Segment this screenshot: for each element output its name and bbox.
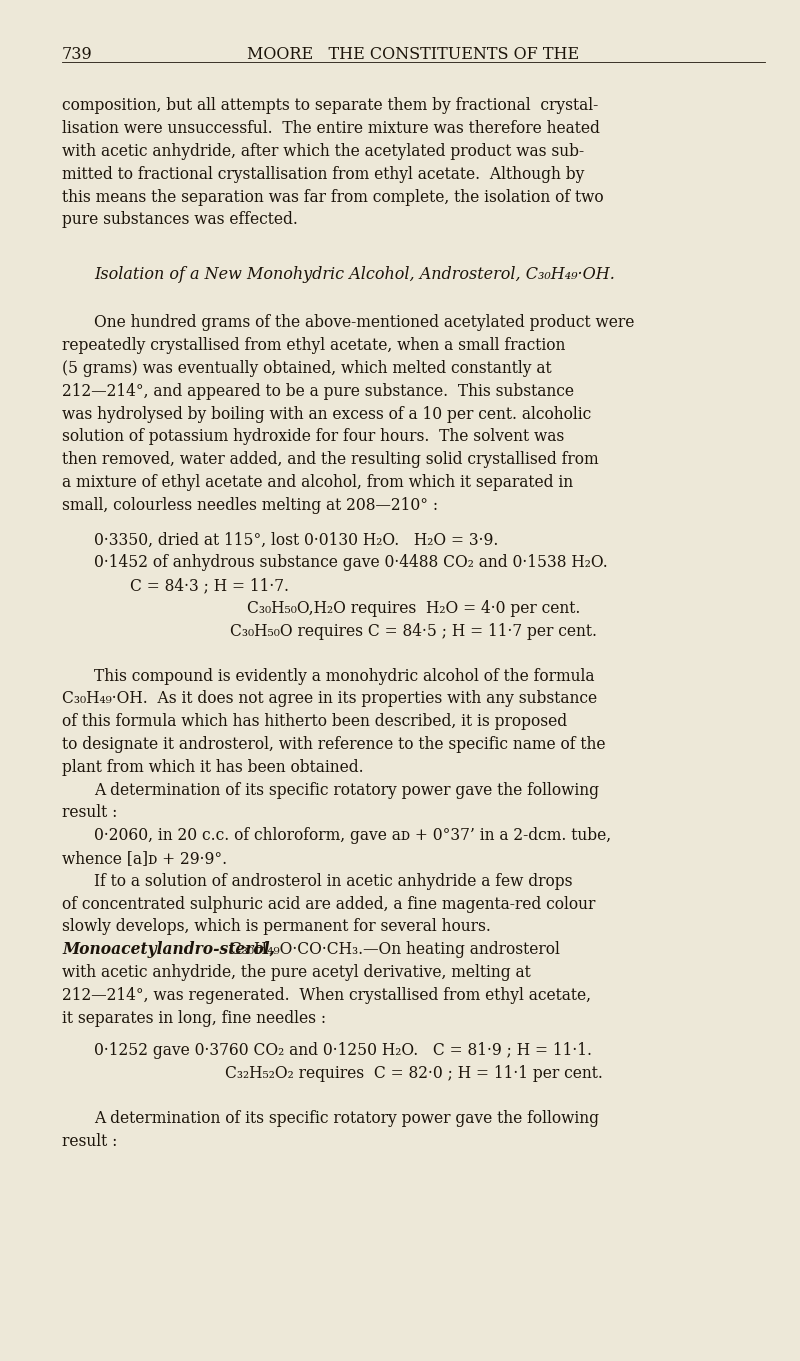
Text: with acetic anhydride, after which the acetylated product was sub-: with acetic anhydride, after which the a… xyxy=(62,143,584,161)
Text: One hundred grams of the above-mentioned acetylated product were: One hundred grams of the above-mentioned… xyxy=(94,314,634,331)
Text: 739: 739 xyxy=(62,46,93,63)
Text: a mixture of ethyl acetate and alcohol, from which it separated in: a mixture of ethyl acetate and alcohol, … xyxy=(62,474,573,491)
Text: A determination of its specific rotatory power gave the following: A determination of its specific rotatory… xyxy=(94,781,599,799)
Text: it separates in long, fine needles :: it separates in long, fine needles : xyxy=(62,1010,326,1026)
Text: (5 grams) was eventually obtained, which melted constantly at: (5 grams) was eventually obtained, which… xyxy=(62,361,552,377)
Text: composition, but all attempts to separate them by fractional  crystal-: composition, but all attempts to separat… xyxy=(62,98,598,114)
Text: C₃₀H₅₀O,H₂O requires  H₂O = 4·0 per cent.: C₃₀H₅₀O,H₂O requires H₂O = 4·0 per cent. xyxy=(247,600,580,617)
Text: This compound is evidently a monohydric alcohol of the formula: This compound is evidently a monohydric … xyxy=(94,668,594,685)
Text: lisation were unsuccessful.  The entire mixture was therefore heated: lisation were unsuccessful. The entire m… xyxy=(62,120,600,137)
Text: C₃₀H₄₉·OH.  As it does not agree in its properties with any substance: C₃₀H₄₉·OH. As it does not agree in its p… xyxy=(62,690,597,708)
Text: C = 84·3 ; H = 11·7.: C = 84·3 ; H = 11·7. xyxy=(130,577,289,595)
Text: then removed, water added, and the resulting solid crystallised from: then removed, water added, and the resul… xyxy=(62,452,598,468)
Text: 0·2060, in 20 c.c. of chloroform, gave aᴅ + 0°37’ in a 2-dcm. tube,: 0·2060, in 20 c.c. of chloroform, gave a… xyxy=(94,827,611,844)
Text: Monoacetylandro­sterol,: Monoacetylandro­sterol, xyxy=(62,942,275,958)
Text: small, colourless needles melting at 208—210° :: small, colourless needles melting at 208… xyxy=(62,497,438,514)
Text: mitted to fractional crystallisation from ethyl acetate.  Although by: mitted to fractional crystallisation fro… xyxy=(62,166,584,182)
Text: 212—214°, and appeared to be a pure substance.  This substance: 212—214°, and appeared to be a pure subs… xyxy=(62,382,574,400)
Text: with acetic anhydride, the pure acetyl derivative, melting at: with acetic anhydride, the pure acetyl d… xyxy=(62,964,530,981)
Text: to designate it androsterol, with reference to the specific name of the: to designate it androsterol, with refere… xyxy=(62,736,606,753)
Text: of concentrated sulphuric acid are added, a fine magenta-red colour: of concentrated sulphuric acid are added… xyxy=(62,896,595,913)
Text: 0·3350, dried at 115°, lost 0·0130 H₂O.   H₂O = 3·9.: 0·3350, dried at 115°, lost 0·0130 H₂O. … xyxy=(94,532,498,548)
Text: whence [a]ᴅ + 29·9°.: whence [a]ᴅ + 29·9°. xyxy=(62,851,227,867)
Text: C₃₀H₅₀O requires C = 84·5 ; H = 11·7 per cent.: C₃₀H₅₀O requires C = 84·5 ; H = 11·7 per… xyxy=(230,623,597,640)
Text: C₃₂H₅₂O₂ requires  C = 82·0 ; H = 11·1 per cent.: C₃₂H₅₂O₂ requires C = 82·0 ; H = 11·1 pe… xyxy=(225,1066,602,1082)
Text: C₃₀H₄₉O·CO·CH₃.—On heating androsterol: C₃₀H₄₉O·CO·CH₃.—On heating androsterol xyxy=(226,942,560,958)
Text: Isolation of a New Monohydric Alcohol, Androsterol, C₃₀H₄₉·OH.: Isolation of a New Monohydric Alcohol, A… xyxy=(94,267,615,283)
Text: repeatedly crystallised from ethyl acetate, when a small fraction: repeatedly crystallised from ethyl aceta… xyxy=(62,338,566,354)
Text: this means the separation was far from complete, the isolation of two: this means the separation was far from c… xyxy=(62,189,604,206)
Text: was hydrolysed by boiling with an excess of a 10 per cent. alcoholic: was hydrolysed by boiling with an excess… xyxy=(62,406,591,423)
Text: plant from which it has been obtained.: plant from which it has been obtained. xyxy=(62,759,364,776)
Text: slowly develops, which is permanent for several hours.: slowly develops, which is permanent for … xyxy=(62,919,491,935)
Text: solution of potassium hydroxide for four hours.  The solvent was: solution of potassium hydroxide for four… xyxy=(62,429,564,445)
Text: result :: result : xyxy=(62,804,118,822)
Text: pure substances was effected.: pure substances was effected. xyxy=(62,211,298,229)
Text: MOORE   THE CONSTITUENTS OF THE: MOORE THE CONSTITUENTS OF THE xyxy=(247,46,579,63)
Text: 0·1252 gave 0·3760 CO₂ and 0·1250 H₂O.   C = 81·9 ; H = 11·1.: 0·1252 gave 0·3760 CO₂ and 0·1250 H₂O. C… xyxy=(94,1043,592,1059)
Text: If to a solution of androsterol in acetic anhydride a few drops: If to a solution of androsterol in aceti… xyxy=(94,872,573,890)
Text: 212—214°, was regenerated.  When crystallised from ethyl acetate,: 212—214°, was regenerated. When crystall… xyxy=(62,987,591,1004)
Text: of this formula which has hitherto been described, it is proposed: of this formula which has hitherto been … xyxy=(62,713,567,731)
Text: 0·1452 of anhydrous substance gave 0·4488 CO₂ and 0·1538 H₂O.: 0·1452 of anhydrous substance gave 0·448… xyxy=(94,554,608,572)
Text: A determination of its specific rotatory power gave the following: A determination of its specific rotatory… xyxy=(94,1111,599,1127)
Text: result :: result : xyxy=(62,1132,118,1150)
